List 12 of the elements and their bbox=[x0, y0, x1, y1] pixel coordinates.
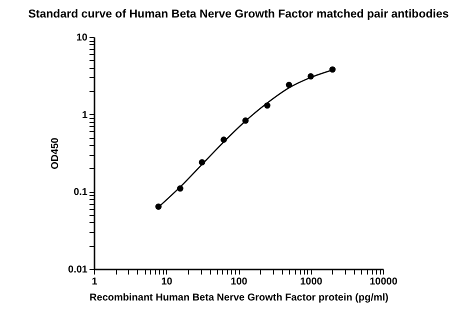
y-axis-title: OD450 bbox=[50, 137, 62, 170]
x-axis-title: Recombinant Human Beta Nerve Growth Factor protein (pg/ml) bbox=[90, 292, 388, 304]
x-tick-label: 100 bbox=[230, 276, 248, 288]
y-tick-label: 1 bbox=[82, 110, 88, 121]
y-tick-label: 0.01 bbox=[68, 264, 88, 276]
y-tick-label: 0.1 bbox=[74, 187, 88, 198]
x-tick-label: 10 bbox=[161, 276, 173, 288]
x-tick-label: 10000 bbox=[370, 276, 398, 288]
y-tick-label: 10 bbox=[76, 32, 88, 44]
x-tick-label: 1000 bbox=[300, 276, 323, 288]
x-tick-label: 1 bbox=[92, 276, 98, 288]
chart-title: Standard curve of Human Beta Nerve Growth Factor matched pair antibodies bbox=[28, 8, 449, 20]
